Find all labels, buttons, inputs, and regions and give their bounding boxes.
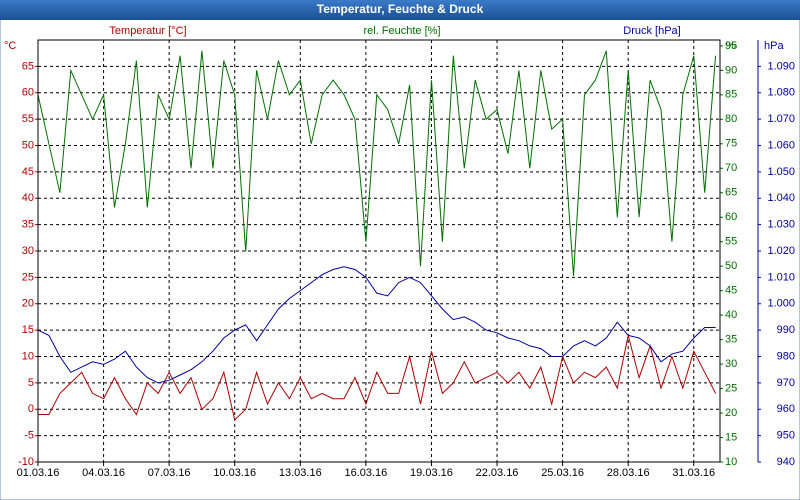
y-tick-label: 5	[28, 377, 34, 389]
y3-tick-label: 1.010	[767, 271, 795, 283]
x-tick-label: 13.03.16	[279, 467, 322, 479]
y-tick-label: 60	[22, 87, 34, 99]
x-tick-label: 04.03.16	[82, 467, 125, 479]
x-tick-label: 01.03.16	[17, 467, 60, 479]
y-tick-label: 40	[22, 192, 34, 204]
x-tick-label: 19.03.16	[410, 467, 453, 479]
y-tick-label: 10	[22, 350, 34, 362]
x-tick-label: 28.03.16	[607, 467, 650, 479]
y-tick-label: 45	[22, 166, 34, 178]
y-tick-label: 55	[22, 113, 34, 125]
y3-tick-label: 990	[777, 324, 795, 336]
y-tick-label: -10	[18, 456, 34, 468]
y3-tick-label: 960	[777, 403, 795, 415]
y3-tick-label: 1.090	[767, 60, 795, 72]
y2-tick-label: 50	[725, 260, 737, 272]
y2-tick-label: 70	[725, 162, 737, 174]
lines	[37, 50, 717, 421]
y2-tick-label: 60	[725, 211, 737, 223]
y2-tick-label: 10	[725, 456, 737, 468]
y2-tick-label: 65	[725, 187, 737, 199]
y3-tick-label: 1.000	[767, 298, 795, 310]
y-tick-label: 20	[22, 298, 34, 310]
title-bar	[0, 0, 800, 20]
y-tick-label: 50	[22, 139, 34, 151]
y3-tick-label: 1.080	[767, 87, 795, 99]
y3-tick-label: 1.070	[767, 113, 795, 125]
y-tick-label: -5	[24, 430, 34, 442]
y2-tick-label: 40	[725, 309, 737, 321]
y2-tick-label: 30	[725, 358, 737, 370]
y2-tick-label: 35	[725, 334, 737, 346]
y-label: Temperatur [°C]	[109, 25, 186, 37]
y3-unit: hPa	[764, 40, 784, 52]
y-tick-label: 15	[22, 324, 34, 336]
y2-tick-label: 95	[725, 40, 737, 52]
x-tick-label: 16.03.16	[344, 467, 387, 479]
y2-tick-label: 90	[725, 64, 737, 76]
x-tick-label: 31.03.16	[672, 467, 715, 479]
y-tick-label: 30	[22, 245, 34, 257]
series-line	[37, 266, 716, 384]
y2-tick-label: 75	[725, 138, 737, 150]
y3-label: Druck [hPa]	[623, 25, 680, 37]
series-line	[38, 335, 717, 421]
y-tick-label: 25	[22, 271, 34, 283]
y2-tick-label: 25	[725, 382, 737, 394]
x-tick-label: 25.03.16	[541, 467, 584, 479]
y-tick-label: 65	[22, 60, 34, 72]
y3-tick-label: 1.060	[767, 139, 795, 151]
y3-tick-label: 1.050	[767, 166, 795, 178]
y3-tick-label: 940	[777, 456, 795, 468]
y3-tick-label: 1.020	[767, 245, 795, 257]
y2-tick-label: 15	[725, 431, 737, 443]
y2-tick-label: 20	[725, 407, 737, 419]
y2-tick-label: 45	[725, 285, 737, 297]
y2-tick-label: 80	[725, 113, 737, 125]
x-tick-label: 07.03.16	[148, 467, 191, 479]
y3-tick-label: 1.040	[767, 192, 795, 204]
x-tick-label: 22.03.16	[476, 467, 519, 479]
y2-unit: %	[726, 40, 736, 52]
x-tick-label: 10.03.16	[213, 467, 256, 479]
series-line	[37, 50, 717, 277]
y3-tick-label: 1.030	[767, 219, 795, 231]
y3-tick-label: 980	[777, 350, 795, 362]
y-unit: °C	[4, 40, 16, 52]
y3-tick-label: 970	[777, 377, 795, 389]
y-tick-label: 0	[28, 403, 34, 415]
y2-label: rel. Feuchte [%]	[363, 25, 440, 37]
y3-tick-label: 950	[777, 430, 795, 442]
y-tick-label: 35	[22, 219, 34, 231]
y2-tick-label: 85	[725, 89, 737, 101]
plot-frame	[37, 39, 721, 463]
chart-title: Temperatur, Feuchte & Druck	[317, 2, 484, 16]
y2-tick-label: 55	[725, 236, 737, 248]
